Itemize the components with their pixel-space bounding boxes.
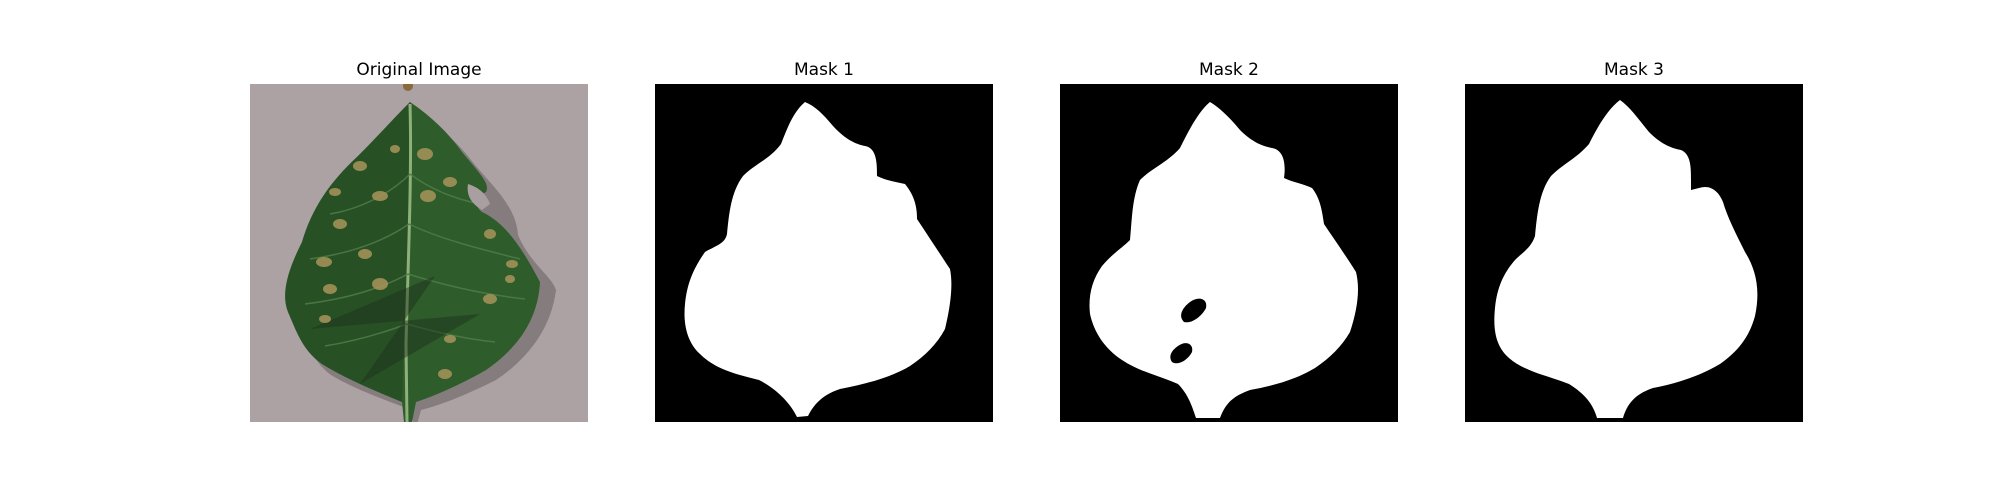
mask-3-image bbox=[1465, 84, 1803, 422]
panel-title-mask-3: Mask 3 bbox=[1465, 59, 1803, 81]
panel-title-original: Original Image bbox=[250, 59, 588, 81]
mask-2-image bbox=[1060, 84, 1398, 422]
mask-1-image bbox=[655, 84, 993, 422]
original-leaf-photo bbox=[250, 84, 588, 422]
panel-title-mask-1: Mask 1 bbox=[655, 59, 993, 81]
panel-title-mask-2: Mask 2 bbox=[1060, 59, 1398, 81]
